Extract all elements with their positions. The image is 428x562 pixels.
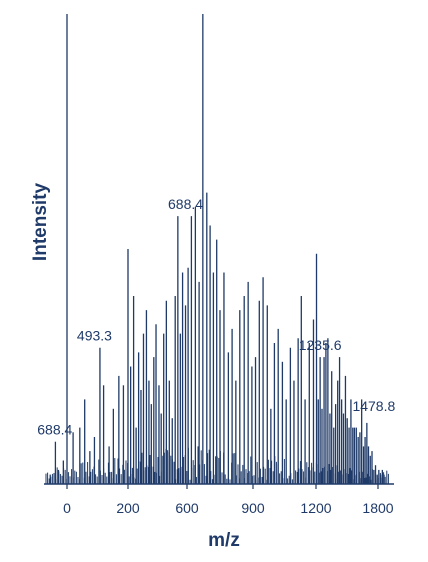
- x-tick-label: 0: [63, 500, 71, 516]
- x-tick-label: 1800: [362, 500, 393, 516]
- x-tick-label: 200: [116, 500, 140, 516]
- peak-label: 688.4: [37, 422, 72, 438]
- peak-label: 688.4: [168, 196, 203, 212]
- peak-annotations: 688.4 493.3 688.4 1235.6 1478.8: [37, 196, 395, 438]
- peak-label: 493.3: [77, 328, 112, 344]
- x-tick-label: 600: [175, 500, 199, 516]
- spectrum-peaks: [49, 14, 385, 484]
- x-tick-label: 1200: [300, 500, 331, 516]
- peak-label: 1478.8: [352, 398, 395, 414]
- peak-label: 1235.6: [299, 337, 342, 353]
- y-axis-title: Intensity: [30, 183, 51, 262]
- x-tick-label: 900: [241, 500, 265, 516]
- x-axis-ticks: 0 200 600 900 1200 1800: [63, 484, 394, 516]
- x-axis-title: m/z: [208, 530, 240, 551]
